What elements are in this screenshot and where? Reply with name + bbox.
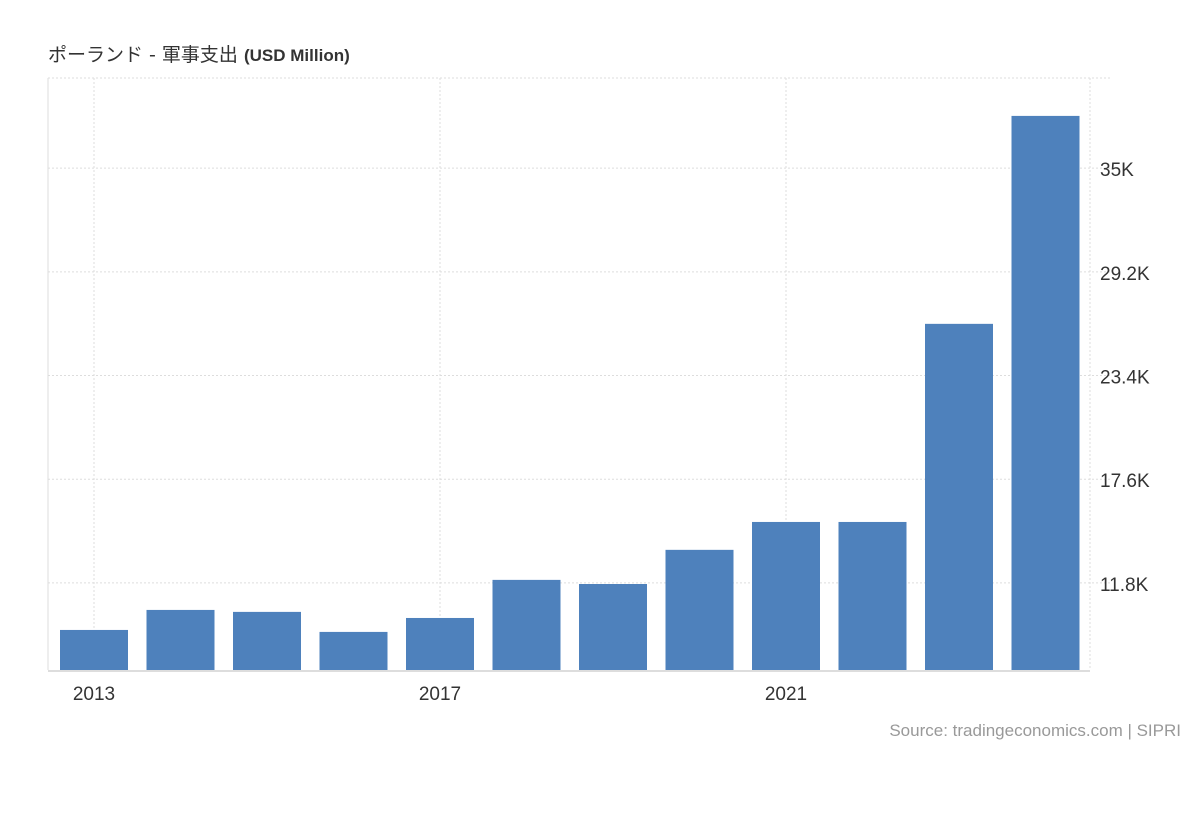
x-tick-label: 2017 xyxy=(419,684,461,705)
y-tick-label: 23.4K xyxy=(1100,368,1150,389)
y-tick-label: 29.2K xyxy=(1100,264,1150,285)
bar-2020 xyxy=(665,549,734,670)
bar-2022 xyxy=(838,521,907,670)
bar-2021 xyxy=(752,521,820,670)
bar-2023 xyxy=(925,323,993,670)
bar-2017 xyxy=(406,617,474,670)
x-tick-label: 2021 xyxy=(765,684,807,705)
chart-title-unit: (USD Million) xyxy=(243,46,350,65)
x-tick-label: 2013 xyxy=(73,684,115,705)
y-tick-label: 35K xyxy=(1100,160,1134,181)
bar-2024 xyxy=(1011,115,1080,671)
bar-2015 xyxy=(233,611,301,670)
chart-title-text: ポーランド - 軍事支出 xyxy=(48,44,238,66)
source-note: Source: tradingeconomics.com | SIPRI xyxy=(889,721,1181,740)
bar-2013 xyxy=(60,629,128,670)
chart-title: ポーランド - 軍事支出 (USD Million) xyxy=(48,40,350,67)
y-tick-label: 17.6K xyxy=(1100,471,1150,492)
bar-2014 xyxy=(146,609,215,670)
bar-2019 xyxy=(579,583,647,670)
y-tick-label: 11.8K xyxy=(1100,575,1149,596)
bar-2018 xyxy=(492,579,561,670)
bar-2016 xyxy=(319,631,388,670)
